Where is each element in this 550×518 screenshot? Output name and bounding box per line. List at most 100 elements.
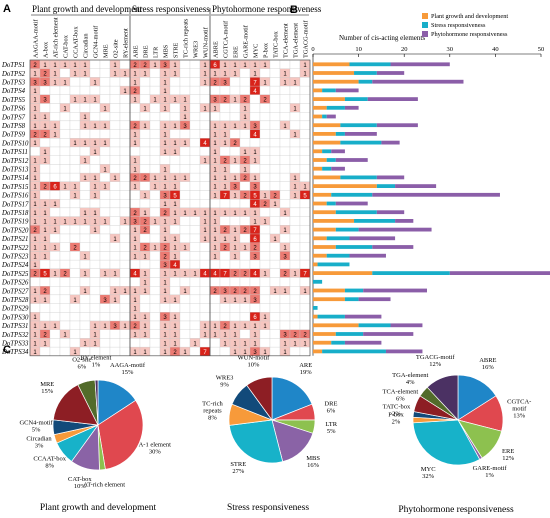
heatmap-cell [259,259,271,269]
heatmap-cell [109,242,121,252]
heatmap-cell-value: 6 [253,237,257,243]
heatmap-cell-value: 2 [243,159,247,165]
heatmap-cell [39,346,51,356]
heatmap-cell-value: 1 [213,333,217,339]
heatmap-cell-value: 1 [143,272,147,278]
heatmap-cell [59,294,71,304]
heatmap-cell [289,320,301,330]
heatmap-cell-value: 1 [53,228,57,234]
heatmap-cell [99,338,111,348]
heatmap-row-label: DoTPS12 [1,158,29,165]
heatmap-row-label: DoTPS24 [1,262,29,269]
heatmap-cell [99,225,111,235]
heatmap-cell-value: 1 [163,298,167,304]
heatmap-cell [69,112,81,122]
bar-segment [313,288,345,293]
pie-slice-label: P-box 2% [388,412,404,426]
heatmap-cell [289,251,301,261]
heatmap-cell-value: 1 [213,167,217,173]
heatmap-cell-value: 1 [143,289,147,295]
heatmap-cell [129,190,141,200]
heatmap-cell [119,294,131,304]
pie-slice-label: AAGA-motif 15% [110,362,146,376]
heatmap-cell [299,242,311,252]
heatmap-cell [299,277,311,287]
bar-segment [372,79,464,84]
heatmap-cell-value: 1 [223,237,227,243]
heatmap-cell-value: 1 [173,341,177,347]
legend-label: Phytohormone responsiveness [431,31,508,38]
heatmap-cell [189,259,201,269]
heatmap-cell-value: 1 [93,98,97,104]
heatmap-cell [229,259,241,269]
heatmap-cell [289,225,301,235]
heatmap-cell [59,172,71,182]
heatmap-cell [59,129,71,139]
heatmap-cell [199,259,211,269]
heatmap-cell-value: 1 [83,341,87,347]
heatmap-cell [109,329,121,339]
heatmap-cell-value: 3 [163,193,167,199]
heatmap-cell [109,103,121,113]
heatmap-cell [139,77,151,87]
heatmap-column-label: TCA-element [283,23,290,58]
heatmap-cell [149,155,161,165]
heatmap-cell-value: 1 [43,298,47,304]
heatmap-cell-value: 1 [163,289,167,295]
heatmap-cell-value: 1 [83,254,87,260]
heatmap-cell-value: 1 [183,98,187,104]
heatmap-cell [169,129,181,139]
heatmap-cell [99,242,111,252]
heatmap-cell [109,199,121,209]
heatmap-cell [129,199,141,209]
heatmap-cell [139,294,151,304]
heatmap-cell [149,68,161,78]
heatmap-cell-value: 1 [253,159,257,165]
heatmap-cell [179,294,191,304]
heatmap-cell [109,155,121,165]
heatmap-cell [299,233,311,243]
heatmap-cell-value: 1 [243,106,247,112]
heatmap-cell [289,216,301,226]
heatmap-cell-value: 1 [33,141,37,147]
heatmap-cell [249,112,261,122]
heatmap-cell-value: 1 [283,341,287,347]
heatmap-cell [139,181,151,191]
heatmap-cell [299,312,311,322]
heatmap-cell-value: 1 [153,63,157,69]
heatmap-cell [109,138,121,148]
heatmap-cell [269,312,281,322]
heatmap-column-label: ABRE [213,41,220,58]
heatmap-cell [299,129,311,139]
heatmap-cell-value: 1 [163,185,167,191]
bar-segment [313,236,327,241]
heatmap-cell-value: 3 [253,185,257,191]
legend-swatch [422,22,428,28]
heatmap-cell-value: 2 [243,98,247,104]
heatmap-cell [119,277,131,287]
heatmap-cell [69,155,81,165]
heatmap-cell-value: 1 [163,350,167,356]
heatmap-cell-value: 1 [213,237,217,243]
bar-segment [376,123,418,128]
heatmap-cell [99,286,111,296]
heatmap-cell [179,251,191,261]
heatmap-cell [109,312,121,322]
heatmap-cell-value: 3 [283,254,287,260]
heatmap-cell [269,242,281,252]
heatmap-cell [259,146,271,156]
heatmap-cell-value: 1 [253,341,257,347]
pie-slice-label: STRE 27% [230,461,246,475]
heatmap-cell [299,103,311,113]
heatmap-cell-value: 1 [33,124,37,130]
heatmap-cell [79,233,91,243]
bar-segment [313,71,355,75]
bar-segment [313,314,318,319]
heatmap-cell [179,312,191,322]
heatmap-cell-value: 1 [53,272,57,278]
heatmap-cell [209,338,221,348]
heatmap-cell [299,199,311,209]
heatmap-cell-value: 2 [233,289,237,295]
heatmap-cell [119,312,131,322]
legend-label: Stress responsiveness [431,22,486,29]
